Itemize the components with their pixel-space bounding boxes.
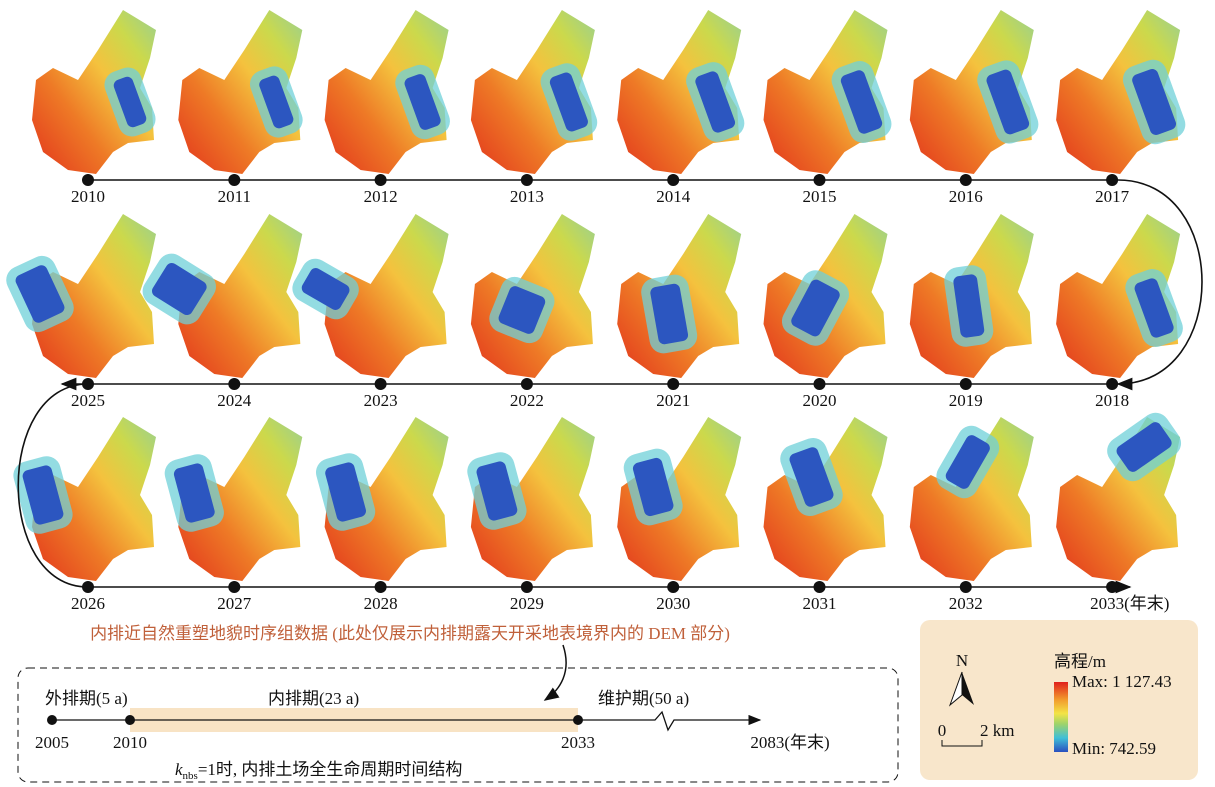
year-label: 2027 [217,594,252,613]
year-label: 2026 [71,594,105,613]
max-label: Max: 1 127.43 [1072,672,1172,691]
phase-label: 维护期(50 a) [598,689,689,708]
year-label: 2013 [510,187,544,206]
year-label: 2014 [656,187,691,206]
year-dot [814,581,826,593]
year-label: 2018 [1095,391,1129,410]
year-dot [521,174,533,186]
note-text: =1时, 内排土场全生命周期时间结构 [198,760,463,779]
year-dot [521,581,533,593]
map-tiles [2,10,1190,581]
year-label: 2020 [803,391,837,410]
year-label: 2028 [364,594,398,613]
point [573,715,583,725]
scale-end: 2 km [980,721,1014,740]
year-label: 2017 [1095,187,1130,206]
year-dot [521,378,533,390]
min-label: Min: 742.59 [1072,739,1156,758]
color-bar [1054,682,1068,752]
year-dot [375,174,387,186]
point-label: 2033 [561,733,595,752]
year-label: 2010 [71,187,105,206]
year-dot [667,174,679,186]
caption: 内排近自然重塑地貌时序组数据 (此处仅展示内排期露天开采地表境界内的 DEM 部… [90,624,730,643]
year-dot [375,378,387,390]
year-dot [82,581,94,593]
year-dot [228,378,240,390]
year-dot [82,174,94,186]
legend-title: 高程/m [1054,652,1106,671]
year-dot [82,378,94,390]
point [125,715,135,725]
point [47,715,57,725]
north-label: N [956,651,968,670]
caption-arrow [545,645,566,700]
year-dot [1106,174,1118,186]
phase-label: 内排期(23 a) [268,689,359,708]
year-dot [814,378,826,390]
year-label: 2012 [364,187,398,206]
year-dot [814,174,826,186]
year-label: 2023 [364,391,398,410]
point-label: 2010 [113,733,147,752]
point-label: 2083(年末) [750,733,829,752]
year-label: 2024 [217,391,252,410]
year-dot [960,174,972,186]
year-label: 2033(年末) [1090,594,1169,613]
year-dot [667,378,679,390]
year-label: 2025 [71,391,105,410]
year-label: 2019 [949,391,983,410]
year-label: 2030 [656,594,690,613]
scale-start: 0 [938,721,947,740]
legend: N 0 2 km 高程/m Max: 1 127.43 Min: 742.59 [920,620,1198,780]
figure: 2010 2011 2012 2013 2014 2015 2016 2017 2018 2019… [0,0,1215,787]
year-dot [228,174,240,186]
note-sub: nbs [183,770,198,782]
note: knbs=1时, 内排土场全生命周期时间结构 [175,760,462,782]
year-label: 2022 [510,391,544,410]
year-dot [960,581,972,593]
year-dot [228,581,240,593]
year-label: 2021 [656,391,690,410]
year-dot [960,378,972,390]
year-dot [1106,581,1118,593]
phase-label: 外排期(5 a) [45,689,128,708]
year-dot [375,581,387,593]
year-label: 2029 [510,594,544,613]
year-label: 2015 [803,187,837,206]
life-cycle-panel: 外排期(5 a) 内排期(23 a) 维护期(50 a) 2005 2010 2… [18,668,898,782]
year-label: 2032 [949,594,983,613]
year-label: 2011 [218,187,251,206]
year-label: 2016 [949,187,983,206]
year-label: 2031 [803,594,837,613]
year-dot [1106,378,1118,390]
year-dot [667,581,679,593]
point-label: 2005 [35,733,69,752]
